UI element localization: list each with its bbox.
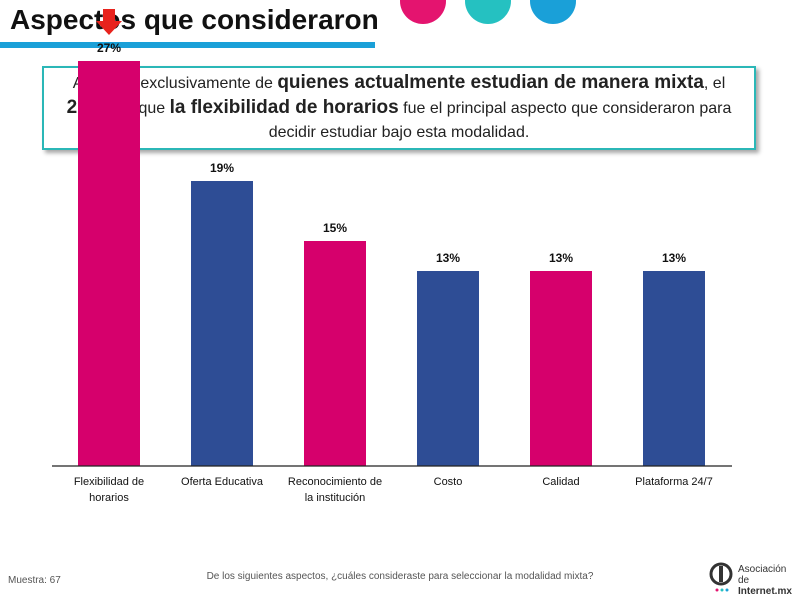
bar-4 (417, 271, 479, 466)
category-label-4: Costo (434, 476, 463, 488)
highlight-arrow-icon (96, 9, 122, 35)
category-label-2: Oferta Educativa (181, 476, 264, 488)
callout-bold1: quienes actualmente estudian de manera m… (277, 72, 704, 93)
bar-1 (78, 61, 140, 466)
logo-line1: Asociación de (738, 564, 787, 586)
callout-part2: , el (703, 75, 726, 92)
bar-3 (304, 241, 366, 466)
logo-line2: Internet.mx (738, 586, 792, 597)
category-label-5: Calidad (542, 476, 579, 488)
title-underline (0, 42, 375, 48)
bar-chart: 27% Flexibilidad de horarios 19% Oferta Educ… (52, 9, 732, 504)
data-label-2: 19% (210, 161, 234, 175)
logo-mark-icon (709, 562, 733, 592)
bar-6 (643, 271, 705, 466)
category-label-1-line-1: Flexibilidad de (74, 476, 144, 488)
callout-bold3: la flexibilidad de horarios (169, 97, 399, 118)
callout-box: Al hablar exclusivamente de quienes actu… (42, 66, 756, 150)
logo-text: Asociación de Internet.mx (738, 564, 794, 597)
survey-question: De los siguientes aspectos, ¿cuáles cons… (206, 571, 594, 582)
category-label-6: Plataforma 24/7 (635, 476, 713, 488)
category-label-1-line-2: horarios (89, 492, 129, 504)
data-label-3: 15% (323, 221, 347, 235)
data-label-5: 13% (549, 251, 573, 265)
bar-5 (530, 271, 592, 466)
data-label-4: 13% (436, 251, 460, 265)
category-label-3-line-1: Reconocimiento de (288, 476, 382, 488)
sample-size: Muestra: 67 (8, 575, 61, 586)
category-label-3-line-2: la institución (305, 492, 366, 504)
callout-part4: fue el principal aspecto que consideraro… (268, 100, 732, 141)
data-label-1: 27% (97, 41, 121, 55)
page-title: Aspectos que consideraron (10, 4, 379, 35)
data-label-6: 13% (662, 251, 686, 265)
logo: Asociación de Internet.mx (708, 560, 794, 597)
bar-2 (191, 181, 253, 466)
